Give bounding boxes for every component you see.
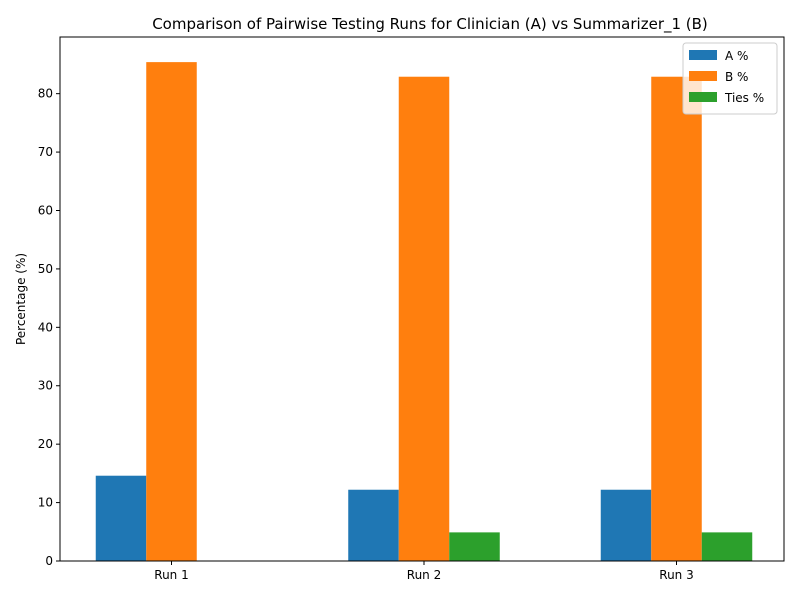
bar-3-2 <box>449 532 500 561</box>
legend-swatch <box>689 50 717 60</box>
y-tick-label: 80 <box>38 87 53 101</box>
y-tick-label: 50 <box>38 262 53 276</box>
x-tick-label: Run 3 <box>659 568 693 582</box>
y-tick-label: 30 <box>38 379 53 393</box>
x-tick-label: Run 2 <box>407 568 441 582</box>
legend-swatch <box>689 92 717 102</box>
y-tick-label: 70 <box>38 145 53 159</box>
axes-layer: 0 10 20 30 40 50 60 70 80 Run 1 Run 2 Run 3 <box>38 36 785 582</box>
y-tick-label: 40 <box>38 320 53 334</box>
bar-1-1 <box>95 475 147 561</box>
y-tick-label: 60 <box>38 203 53 217</box>
bar-1-3 <box>600 489 652 561</box>
bar-2-3 <box>651 76 702 562</box>
bars-layer <box>95 62 753 562</box>
legend-label: B % <box>725 70 748 84</box>
bar-2-1 <box>146 62 197 561</box>
bar-2-2 <box>398 76 450 562</box>
y-tick-label: 10 <box>38 496 53 510</box>
chart-title: Comparison of Pairwise Testing Runs for … <box>152 15 708 34</box>
y-tick-label: 20 <box>38 437 53 451</box>
y-axis-label: Percentage (%) <box>14 253 28 345</box>
bar-1-2 <box>348 489 399 561</box>
legend-label: Ties % <box>724 91 764 105</box>
y-tick-label: 0 <box>45 554 53 568</box>
legend-swatch <box>689 71 717 81</box>
plot-frame <box>59 36 785 562</box>
legend: A % B % Ties % <box>682 42 778 115</box>
x-tick-label: Run 1 <box>154 568 188 582</box>
bar-3-3 <box>701 532 753 561</box>
legend-label: A % <box>725 49 748 63</box>
